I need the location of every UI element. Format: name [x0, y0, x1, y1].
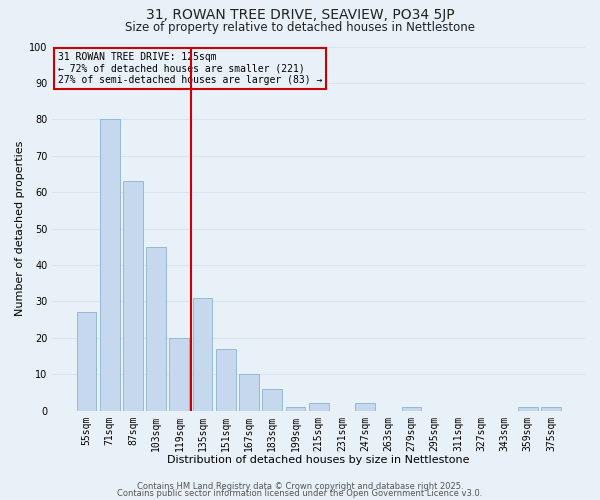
Text: 31, ROWAN TREE DRIVE, SEAVIEW, PO34 5JP: 31, ROWAN TREE DRIVE, SEAVIEW, PO34 5JP	[146, 8, 454, 22]
Bar	[100, 120, 119, 410]
Text: 31 ROWAN TREE DRIVE: 125sqm
← 72% of detached houses are smaller (221)
27% of se: 31 ROWAN TREE DRIVE: 125sqm ← 72% of det…	[58, 52, 322, 85]
Bar	[355, 404, 375, 410]
Bar	[309, 404, 329, 410]
Bar	[216, 349, 236, 410]
Bar	[541, 407, 561, 410]
Bar	[169, 338, 189, 410]
Bar	[518, 407, 538, 410]
Bar	[123, 182, 143, 410]
Text: Size of property relative to detached houses in Nettlestone: Size of property relative to detached ho…	[125, 21, 475, 34]
Bar	[286, 407, 305, 410]
Y-axis label: Number of detached properties: Number of detached properties	[15, 141, 25, 316]
X-axis label: Distribution of detached houses by size in Nettlestone: Distribution of detached houses by size …	[167, 455, 470, 465]
Bar	[193, 298, 212, 410]
Bar	[146, 247, 166, 410]
Bar	[262, 389, 282, 410]
Text: Contains public sector information licensed under the Open Government Licence v3: Contains public sector information licen…	[118, 490, 482, 498]
Bar	[77, 312, 97, 410]
Bar	[239, 374, 259, 410]
Text: Contains HM Land Registry data © Crown copyright and database right 2025.: Contains HM Land Registry data © Crown c…	[137, 482, 463, 491]
Bar	[402, 407, 421, 410]
